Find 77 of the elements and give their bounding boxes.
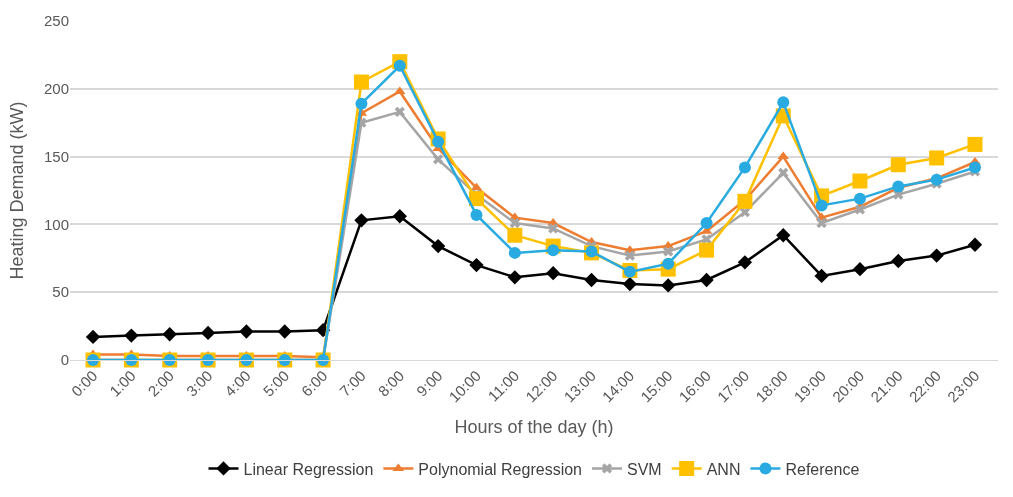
y-axis-title: Heating Demand (kW) [7, 101, 28, 280]
point [737, 255, 753, 270]
x-tick-label: 7:00 [336, 366, 369, 400]
point [85, 329, 101, 345]
legend-label: Reference [785, 460, 860, 478]
point [430, 238, 446, 254]
point [699, 242, 715, 258]
point [507, 270, 522, 285]
point [548, 223, 559, 234]
y-tick-label: 200 [43, 80, 69, 98]
point [852, 173, 868, 189]
point [507, 227, 523, 243]
point [124, 328, 139, 343]
point [469, 257, 484, 273]
y-tick-label: 50 [52, 283, 69, 301]
x-tick-label: 9:00 [412, 366, 446, 400]
point [737, 193, 753, 209]
point [662, 257, 675, 270]
x-tick-label: 4:00 [221, 366, 254, 400]
point [547, 244, 560, 257]
point [853, 192, 866, 205]
y-tick-label: 0 [60, 351, 69, 369]
point [930, 173, 943, 186]
x-tick-label: 6:00 [297, 366, 331, 400]
point [624, 250, 635, 261]
point [432, 135, 445, 148]
point [546, 266, 561, 281]
point [509, 217, 520, 229]
point [394, 86, 406, 95]
point [277, 324, 292, 339]
point [778, 167, 789, 178]
point [392, 209, 407, 224]
point [508, 246, 521, 259]
point [738, 161, 751, 174]
point [200, 325, 216, 341]
point [814, 268, 829, 284]
point [929, 150, 945, 166]
point [777, 96, 790, 109]
y-tick-label: 150 [43, 147, 69, 165]
x-tick-label: 8:00 [374, 366, 408, 400]
x-axis-title: Hours of the day (h) [454, 416, 614, 437]
point [622, 276, 638, 292]
point [700, 217, 713, 230]
point [890, 157, 906, 173]
point [584, 272, 599, 288]
point [354, 213, 369, 228]
legend-label: Linear Regression [243, 460, 374, 478]
point [967, 136, 983, 152]
y-tick-label: 100 [43, 215, 69, 233]
point [393, 59, 406, 72]
point [468, 191, 484, 207]
point [699, 272, 714, 288]
point [162, 327, 177, 342]
point [663, 246, 674, 257]
legend-label: SVM [627, 460, 662, 478]
point [815, 199, 828, 212]
x-tick-label: 5:00 [259, 366, 293, 400]
point [816, 217, 827, 229]
point [239, 324, 254, 339]
point [661, 278, 676, 293]
legend-label: ANN [706, 460, 741, 478]
x-tick-label: 0:00 [67, 366, 101, 400]
point [967, 237, 983, 252]
point [776, 228, 791, 243]
x-tick-label: 3:00 [182, 366, 216, 400]
point [854, 204, 866, 215]
point [470, 208, 483, 221]
point [852, 262, 868, 277]
point [353, 74, 369, 90]
point [969, 161, 981, 174]
point [929, 248, 944, 263]
point [433, 154, 444, 165]
point [891, 253, 906, 269]
point [355, 97, 368, 110]
point [394, 106, 405, 117]
legend-label: Polynomial Regression [418, 460, 582, 478]
y-tick-label: 250 [43, 12, 69, 30]
